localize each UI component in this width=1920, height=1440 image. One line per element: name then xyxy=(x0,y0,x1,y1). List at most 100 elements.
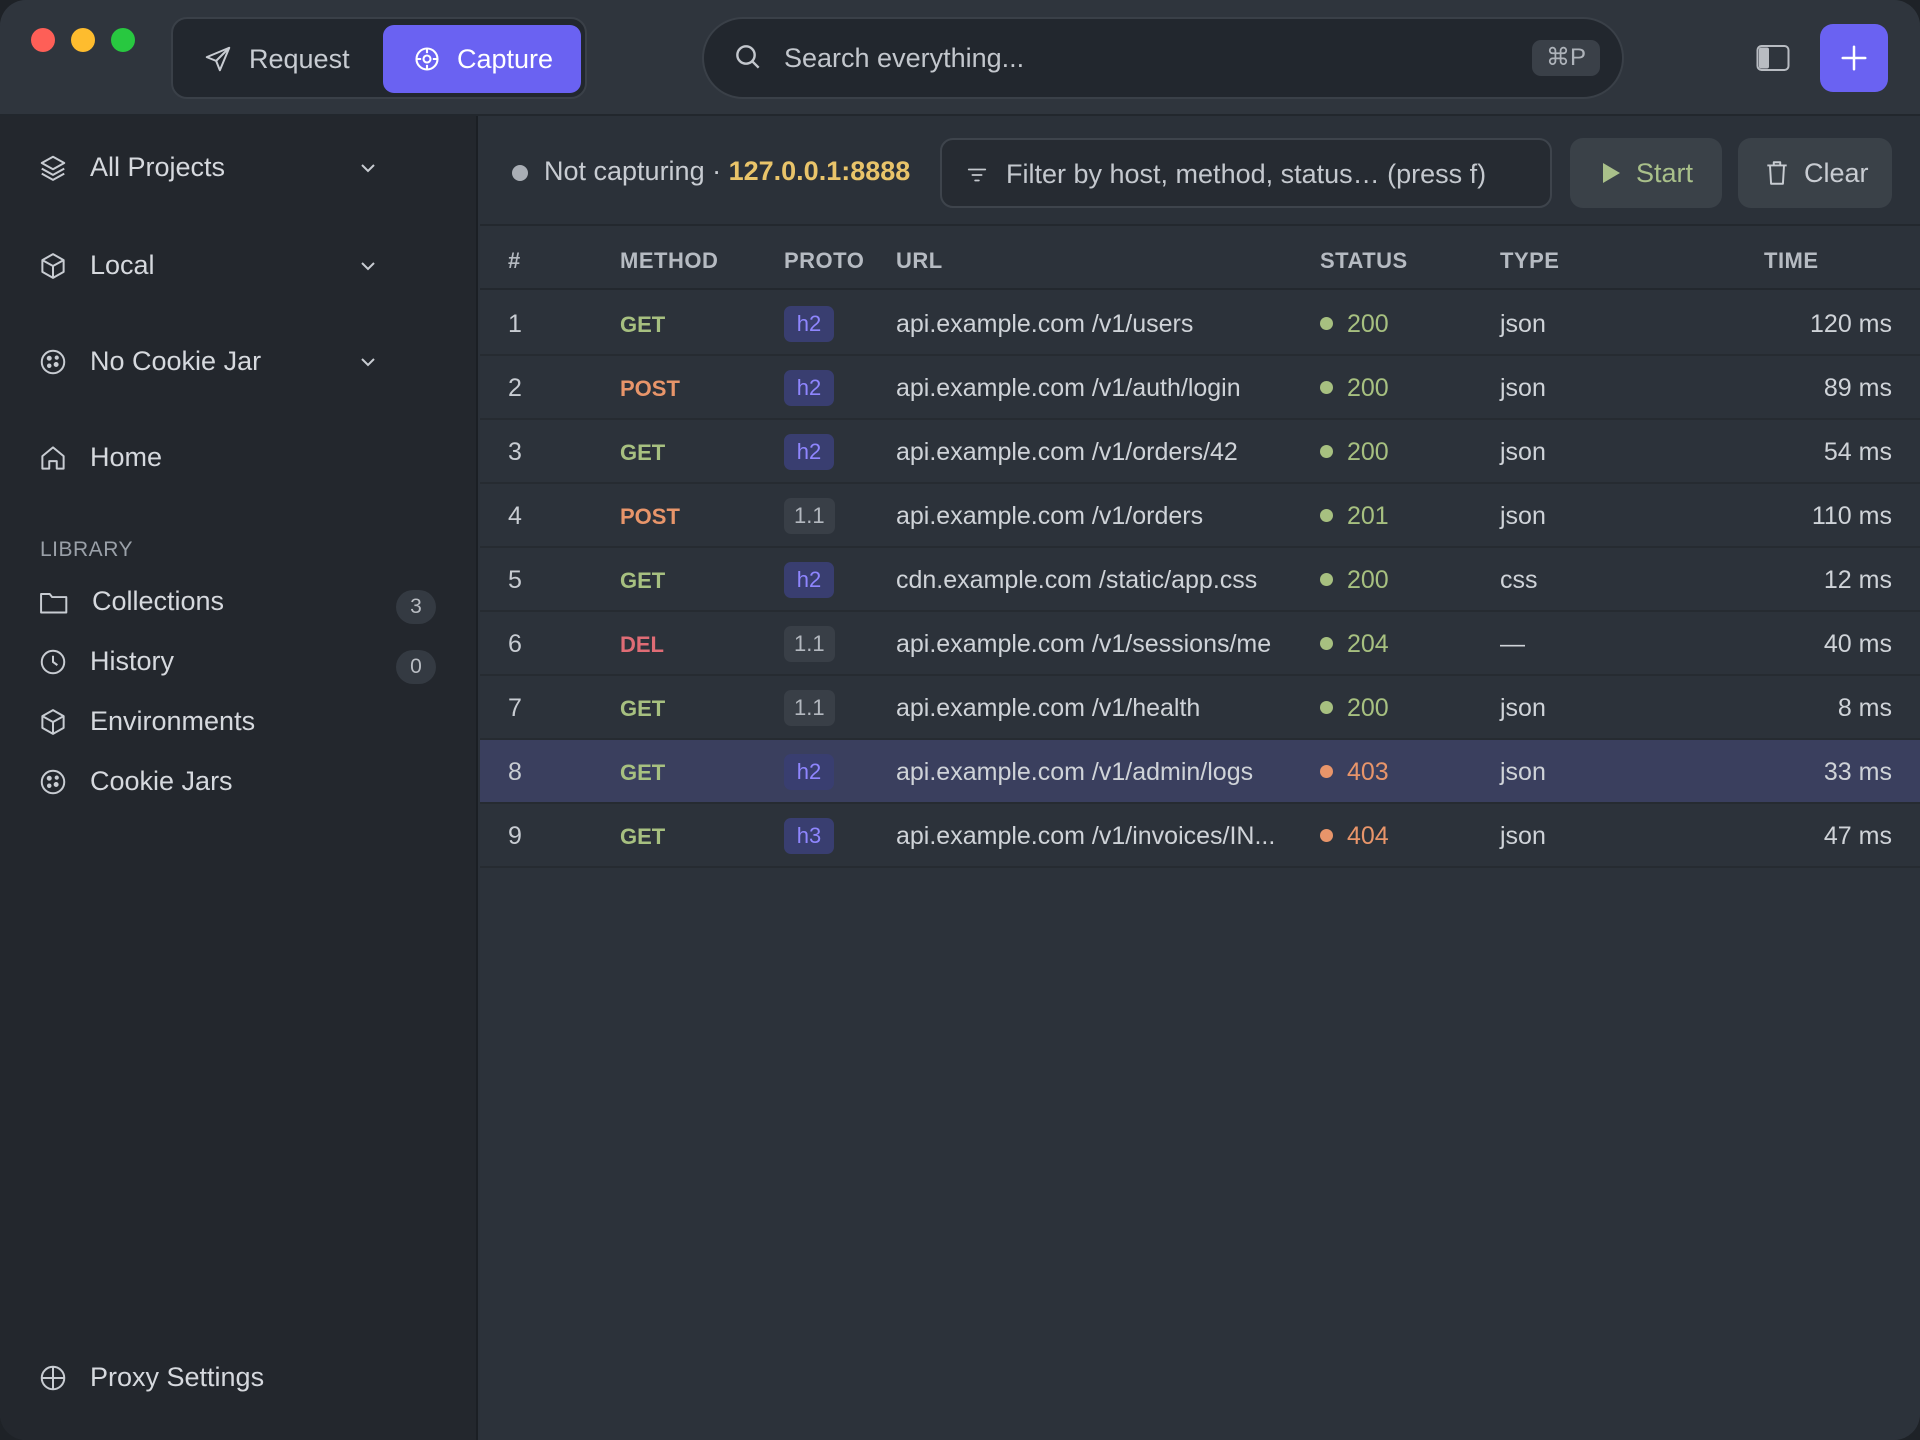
row-number: 3 xyxy=(508,438,522,466)
protocol-badge: h2 xyxy=(784,754,834,790)
start-capture-button[interactable]: Start xyxy=(1570,138,1722,208)
status-code-text: 200 xyxy=(1347,310,1389,338)
content-type: json xyxy=(1500,374,1546,402)
capture-status: Not capturing · 127.0.0.1:8888 xyxy=(544,156,910,187)
start-label: Start xyxy=(1636,157,1694,188)
mode-switch: Request Capture xyxy=(171,17,587,99)
table-row[interactable]: 2 POST h2 api.example.com /v1/auth/login 200… xyxy=(480,356,1920,420)
protocol-badge: h2 xyxy=(784,306,834,342)
status-code: 200 xyxy=(1320,374,1389,403)
table-row[interactable]: 9 GET h3 api.example.com /v1/invoices/IN...… xyxy=(480,804,1920,868)
response-time: 89 ms xyxy=(1823,374,1892,402)
sidebar-item-home[interactable]: Home xyxy=(38,442,162,473)
response-time: 47 ms xyxy=(1823,822,1892,850)
status-code: 404 xyxy=(1320,822,1389,851)
library-heading: LIBRARY xyxy=(40,538,133,561)
status-code: 200 xyxy=(1320,310,1389,339)
protocol-badge: h3 xyxy=(784,818,834,854)
minimize-window-button[interactable] xyxy=(71,28,95,52)
column-header-method[interactable]: METHOD xyxy=(620,248,719,273)
status-code-text: 200 xyxy=(1347,438,1389,466)
table-row[interactable]: 4 POST 1.1 api.example.com /v1/orders 201 jso… xyxy=(480,484,1920,548)
sidebar-item-history[interactable]: History xyxy=(38,646,174,677)
column-header-proto[interactable]: PROTO xyxy=(784,248,865,273)
send-icon xyxy=(205,46,231,72)
table-header: # METHOD PROTO URL STATUS TYPE TIME xyxy=(480,228,1920,290)
table-row[interactable]: 7 GET 1.1 api.example.com /v1/health 200 json… xyxy=(480,676,1920,740)
url-text: api.example.com /v1/sessions/me xyxy=(896,630,1272,658)
capture-status-indicator xyxy=(512,165,528,181)
trash-icon xyxy=(1767,161,1787,185)
cube-icon xyxy=(41,708,65,735)
add-button[interactable] xyxy=(1820,24,1888,92)
cookie-jar-selector[interactable]: No Cookie Jar xyxy=(38,346,440,377)
url-text: cdn.example.com /static/app.css xyxy=(896,566,1258,594)
response-time: 40 ms xyxy=(1823,630,1892,658)
status-dot-icon xyxy=(1320,316,1333,330)
response-time: 33 ms xyxy=(1823,758,1892,786)
clear-button[interactable]: Clear xyxy=(1738,138,1892,208)
project-selector[interactable]: All Projects xyxy=(38,152,440,183)
method-label: POST xyxy=(620,376,680,401)
response-time: 110 ms xyxy=(1811,502,1892,530)
close-window-button[interactable] xyxy=(31,28,55,52)
sidebar-item-cookie-jars[interactable]: Cookie Jars xyxy=(38,766,233,797)
filter-input[interactable]: Filter by host, method, status… (press f… xyxy=(940,138,1552,208)
capture-mode-button[interactable]: Capture xyxy=(383,25,581,93)
method-label: GET xyxy=(620,696,666,721)
status-dot-icon xyxy=(1320,380,1333,394)
sidebar-toggle-icon[interactable] xyxy=(1756,44,1790,72)
proxy-settings-label: Proxy Settings xyxy=(90,1362,265,1392)
column-header-status[interactable]: STATUS xyxy=(1320,248,1408,273)
content-type: json xyxy=(1500,438,1546,466)
sidebar: All Projects Local No Cookie Jar Home LI… xyxy=(0,116,478,1440)
sidebar-item-label: Environments xyxy=(90,706,256,736)
table-row[interactable]: 3 GET h2 api.example.com /v1/orders/42 200 js… xyxy=(480,420,1920,484)
proxy-address: 127.0.0.1:8888 xyxy=(728,156,911,186)
filter-icon xyxy=(967,168,987,182)
protocol-badge: h2 xyxy=(784,370,834,406)
sidebar-item-collections[interactable]: Collections xyxy=(38,586,224,617)
status-code-text: 404 xyxy=(1347,822,1389,850)
response-time: 120 ms xyxy=(1810,310,1892,338)
row-number: 8 xyxy=(508,758,522,786)
environment-selector[interactable]: Local xyxy=(38,250,440,281)
column-header-url[interactable]: URL xyxy=(896,248,943,273)
table-row[interactable]: 8 GET h2 api.example.com /v1/admin/logs 403 j… xyxy=(480,740,1920,804)
protocol-badge: h2 xyxy=(784,434,834,470)
column-header-type[interactable]: TYPE xyxy=(1500,248,1560,273)
protocol-badge: 1.1 xyxy=(784,690,835,726)
request-mode-button[interactable]: Request xyxy=(203,25,353,93)
status-dot-icon xyxy=(1320,444,1333,458)
search-placeholder: Search everything... xyxy=(784,43,1025,73)
sidebar-item-label: Cookie Jars xyxy=(90,766,233,796)
sidebar-item-label: Collections xyxy=(92,586,225,616)
status-dot-icon xyxy=(1320,636,1333,650)
table-row[interactable]: 5 GET h2 cdn.example.com /static/app.css 200… xyxy=(480,548,1920,612)
protocol-badge: h2 xyxy=(784,562,834,598)
column-header-time[interactable]: TIME xyxy=(1764,248,1819,273)
column-header-number[interactable]: # xyxy=(508,248,521,273)
method-label: GET xyxy=(620,312,666,337)
content-type: json xyxy=(1500,822,1546,850)
status-code: 200 xyxy=(1320,566,1389,595)
table-row[interactable]: 6 DEL 1.1 api.example.com /v1/sessions/me 20… xyxy=(480,612,1920,676)
zoom-window-button[interactable] xyxy=(111,28,135,52)
capture-status-text: Not capturing · xyxy=(544,156,722,186)
content-type: — xyxy=(1500,630,1525,658)
response-time: 54 ms xyxy=(1823,438,1892,466)
cookie-icon xyxy=(40,349,66,374)
status-code: 200 xyxy=(1320,694,1389,723)
globe-icon xyxy=(40,1365,66,1390)
table-row[interactable]: 1 GET h2 api.example.com /v1/users 200 json 12… xyxy=(480,292,1920,356)
global-search[interactable]: Search everything... ⌘P xyxy=(702,17,1624,99)
sidebar-item-environments[interactable]: Environments xyxy=(38,706,255,737)
status-code-text: 200 xyxy=(1347,694,1389,722)
status-code: 204 xyxy=(1320,630,1389,659)
status-code: 200 xyxy=(1320,438,1389,467)
clear-label: Clear xyxy=(1804,157,1869,188)
proxy-settings-button[interactable]: Proxy Settings xyxy=(38,1362,264,1393)
cookie-icon xyxy=(40,769,66,794)
status-dot-icon xyxy=(1320,572,1333,586)
chevron-down-icon xyxy=(361,357,375,366)
